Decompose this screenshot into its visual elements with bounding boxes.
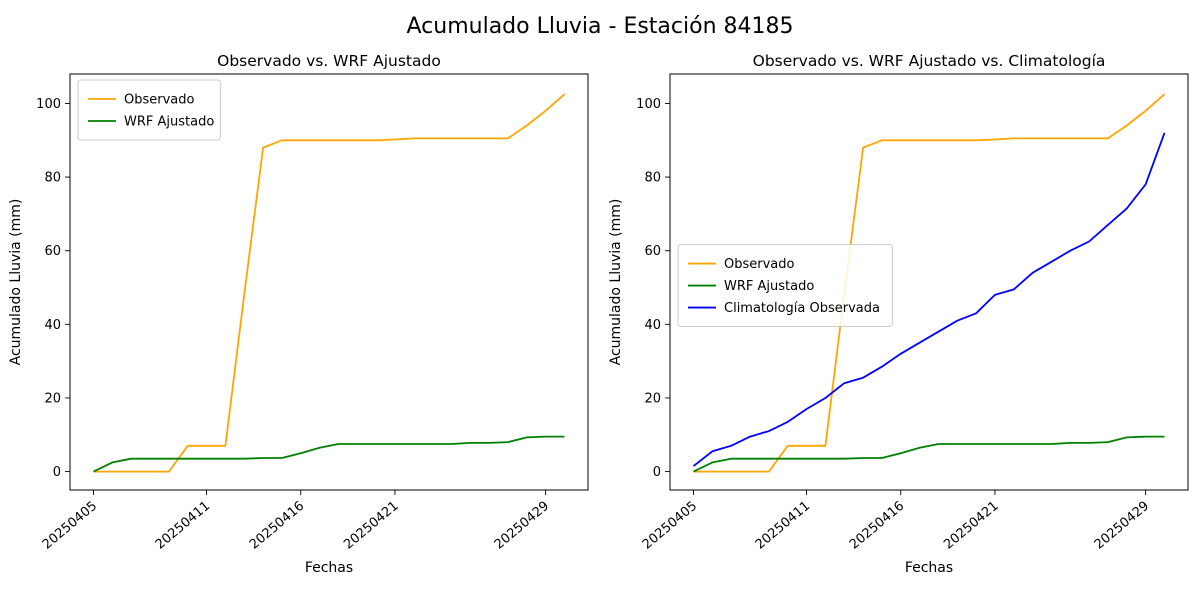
x-tick-label: 20250421 xyxy=(941,499,1001,553)
y-tick-label: 100 xyxy=(636,97,661,112)
series-line-wrf-ajustado xyxy=(93,435,565,473)
x-tick-label: 20250421 xyxy=(341,499,401,553)
y-tick-label: 60 xyxy=(644,244,661,259)
x-tick-label: 20250416 xyxy=(847,499,907,553)
series-line-observado xyxy=(93,93,566,473)
x-tick-label: 20250411 xyxy=(153,499,213,553)
y-tick-label: 20 xyxy=(44,391,61,406)
chart-observado-vs-wrf-vs-climatologia: Observado vs. WRF Ajustado vs. Climatolo… xyxy=(600,52,1200,600)
y-tick-label: 20 xyxy=(644,391,661,406)
legend: Observado WRF Ajustado Climatología Observ… xyxy=(677,244,893,328)
y-tick-label: 40 xyxy=(644,318,661,333)
y-tick-label: 80 xyxy=(44,171,61,186)
legend-entry: Observado xyxy=(688,257,795,272)
y-tick-label: 0 xyxy=(653,465,661,480)
legend: Observado WRF Ajustado xyxy=(77,79,221,141)
y-tick-label: 80 xyxy=(644,171,661,186)
legend-label: Climatología Observada xyxy=(724,301,880,316)
y-axis-label: Acumulado Lluvia (mm) xyxy=(8,199,24,366)
y-tick-label: 40 xyxy=(44,318,61,333)
y-tick-label: 100 xyxy=(36,97,61,112)
legend-entry: WRF Ajustado xyxy=(88,115,214,130)
legend-label: Observado xyxy=(124,93,195,108)
x-tick-label: 20250411 xyxy=(753,499,813,553)
series-line-observado xyxy=(693,93,1166,473)
legend-label: WRF Ajustado xyxy=(124,115,214,130)
plot-box xyxy=(69,73,589,491)
charts-row: Observado vs. WRF Ajustado Fechas Acumulad… xyxy=(0,52,1200,600)
legend-box xyxy=(677,244,893,328)
x-axis-label: Fechas xyxy=(305,560,353,576)
series-line-climatolog-a-observada xyxy=(692,132,1166,467)
figure-title: Acumulado Lluvia - Estación 84185 xyxy=(406,13,794,39)
y-tick-label: 60 xyxy=(44,244,61,259)
legend-entry: WRF Ajustado xyxy=(688,279,814,294)
y-axis-label: Acumulado Lluvia (mm) xyxy=(608,199,624,366)
x-tick-label: 20250416 xyxy=(247,499,307,553)
x-tick-label: 20250429 xyxy=(1092,499,1152,553)
x-tick-label: 20250405 xyxy=(640,499,700,553)
legend-box xyxy=(77,79,221,141)
x-tick-label: 20250405 xyxy=(40,499,100,553)
chart-canvas-right: Observado vs. WRF Ajustado vs. Climatolo… xyxy=(608,52,1189,576)
legend-label: Observado xyxy=(724,257,795,272)
subplot-title: Observado vs. WRF Ajustado xyxy=(217,52,441,70)
legend-entry: Climatología Observada xyxy=(688,301,880,316)
legend-label: WRF Ajustado xyxy=(724,279,814,294)
legend-entry: Observado xyxy=(88,93,195,108)
plot-box xyxy=(669,73,1189,491)
chart-observado-vs-wrf: Observado vs. WRF Ajustado Fechas Acumulad… xyxy=(0,52,600,600)
x-tick-label: 20250429 xyxy=(492,499,552,553)
y-tick-label: 0 xyxy=(53,465,61,480)
chart-canvas-left: Observado vs. WRF Ajustado Fechas Acumulad… xyxy=(8,52,589,576)
x-axis-label: Fechas xyxy=(905,560,953,576)
subplot-title: Observado vs. WRF Ajustado vs. Climatolo… xyxy=(753,52,1106,70)
series-line-wrf-ajustado xyxy=(693,435,1165,473)
